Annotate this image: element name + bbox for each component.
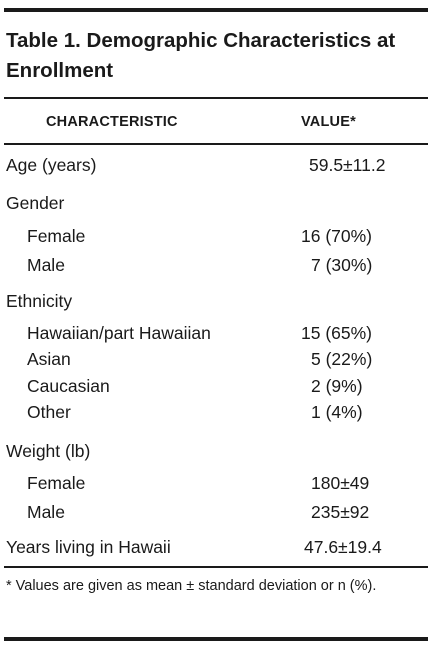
row-label: Age (years) bbox=[6, 155, 97, 175]
characteristic-header: CHARACTERISTIC bbox=[46, 114, 178, 130]
table-row: Asian 5 (22%) bbox=[0, 347, 434, 371]
row-label: Hawaiian/part Hawaiian bbox=[27, 323, 211, 343]
table-row: Caucasian 2 (9%) bbox=[0, 374, 434, 398]
row-label: Weight (lb) bbox=[6, 441, 91, 461]
table-row: Male 7 (30%) bbox=[0, 253, 434, 277]
table-row: Other 1 (4%) bbox=[0, 400, 434, 424]
row-label: Female bbox=[27, 473, 86, 493]
table-row: Years living in Hawaii 47.6±19.4 bbox=[0, 535, 434, 559]
body-rule bbox=[4, 566, 428, 568]
table-row: Ethnicity bbox=[0, 289, 434, 313]
row-value: 180±49 bbox=[311, 473, 370, 493]
row-label: Other bbox=[27, 402, 71, 422]
row-value: 5 (22%) bbox=[311, 349, 373, 369]
row-label: Ethnicity bbox=[6, 291, 73, 311]
row-value: 15 (65%) bbox=[301, 323, 373, 343]
table-row: Male 235±92 bbox=[0, 500, 434, 524]
row-value: 47.6±19.4 bbox=[304, 537, 382, 557]
table-title: Table 1. Demographic Characteristics at … bbox=[6, 29, 396, 82]
row-label: Caucasian bbox=[27, 376, 110, 396]
row-label: Male bbox=[27, 502, 65, 522]
table-row: Hawaiian/part Hawaiian 15 (65%) bbox=[0, 321, 434, 345]
row-label: Male bbox=[27, 255, 65, 275]
value-header: VALUE* bbox=[301, 114, 356, 130]
row-value: 2 (9%) bbox=[311, 376, 363, 396]
table-row: Age (years) 59.5±11.2 bbox=[0, 153, 434, 177]
row-value: 59.5±11.2 bbox=[309, 155, 386, 175]
row-value: 1 (4%) bbox=[311, 402, 363, 422]
table-row: Gender bbox=[0, 191, 434, 215]
table-row: Female 16 (70%) bbox=[0, 224, 434, 248]
row-value: 16 (70%) bbox=[301, 226, 373, 246]
table-row: Female 180±49 bbox=[0, 471, 434, 495]
table-row: Weight (lb) bbox=[0, 439, 434, 463]
row-label: Years living in Hawaii bbox=[6, 537, 171, 557]
row-value: 7 (30%) bbox=[311, 255, 373, 275]
bottom-rule bbox=[4, 637, 428, 641]
table-footnote: * Values are given as mean ± standard de… bbox=[6, 578, 377, 594]
row-label: Female bbox=[27, 226, 86, 246]
row-label: Asian bbox=[27, 349, 71, 369]
row-label: Gender bbox=[6, 193, 65, 213]
header-rule bbox=[4, 143, 428, 145]
row-value: 235±92 bbox=[311, 502, 370, 522]
top-rule bbox=[4, 8, 428, 12]
title-rule bbox=[4, 97, 428, 99]
